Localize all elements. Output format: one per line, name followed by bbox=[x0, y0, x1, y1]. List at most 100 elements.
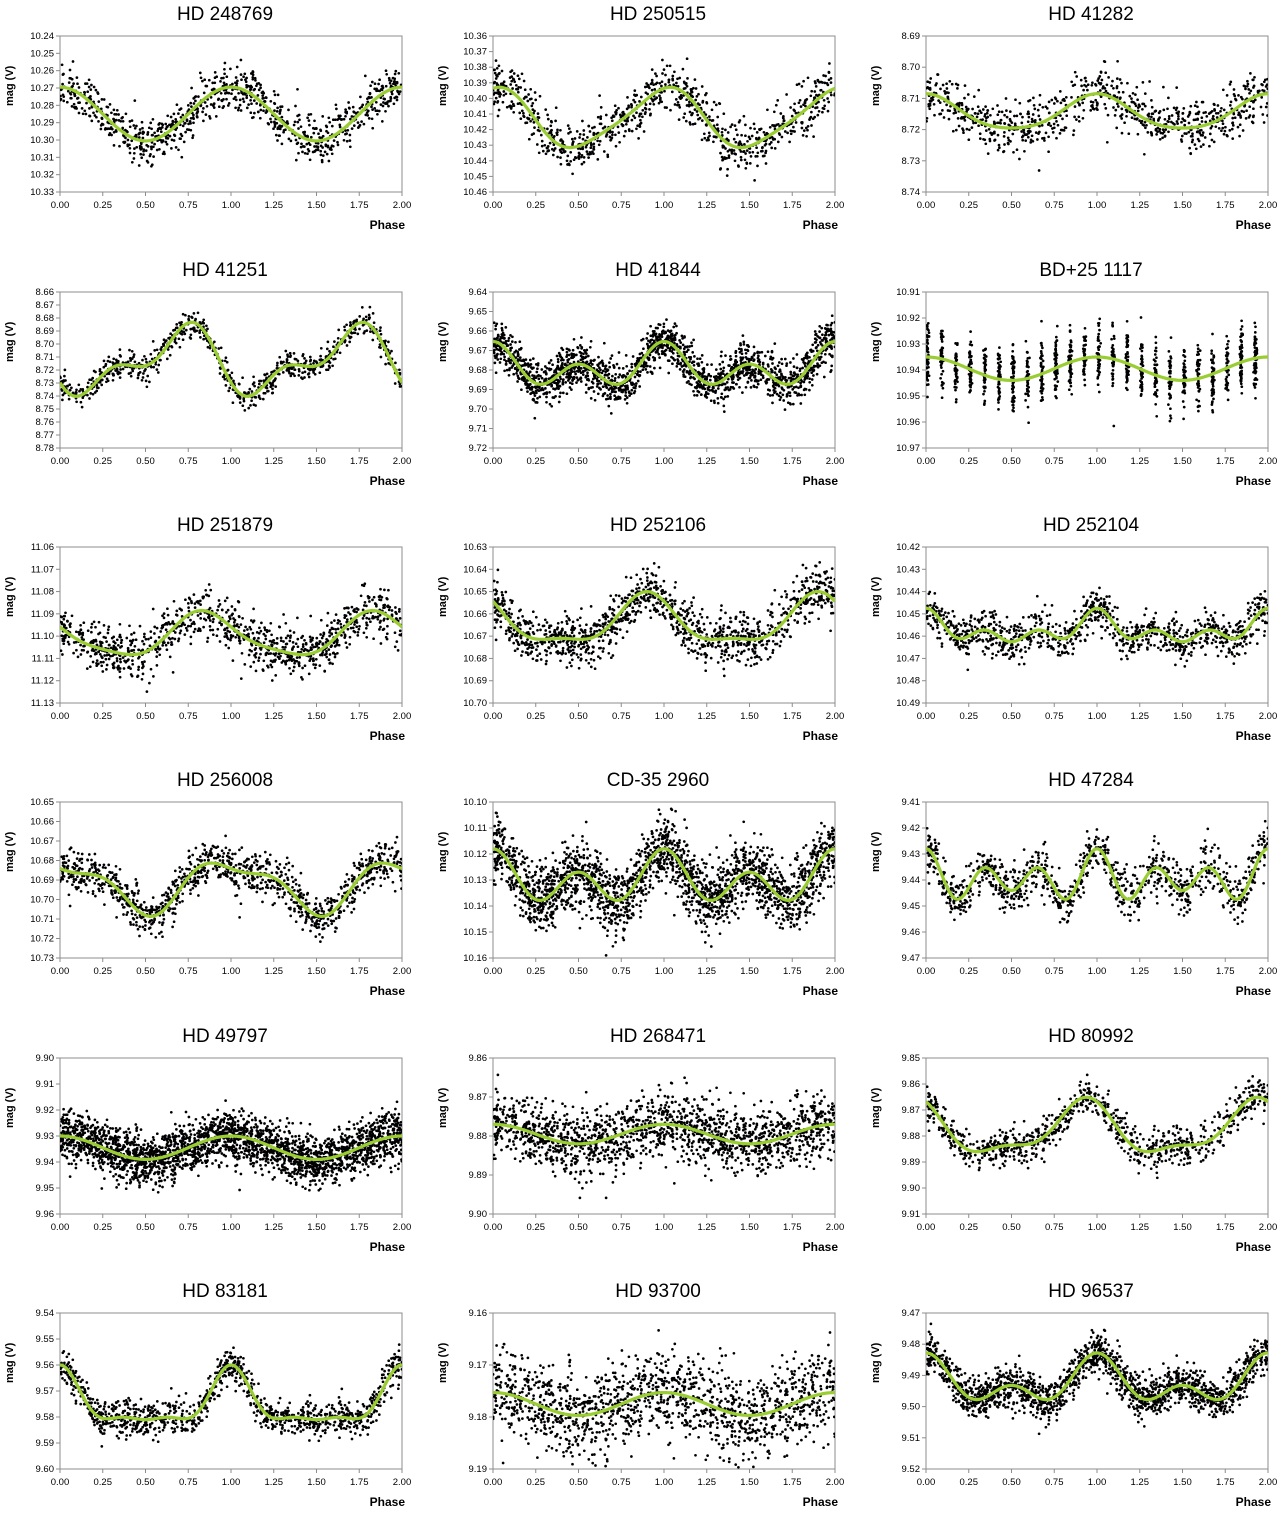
data-point bbox=[963, 97, 966, 100]
data-point bbox=[1188, 147, 1191, 150]
data-point bbox=[68, 77, 71, 80]
data-point bbox=[309, 143, 312, 146]
data-point bbox=[769, 126, 772, 129]
data-point bbox=[576, 376, 579, 379]
data-point bbox=[131, 119, 134, 122]
data-point bbox=[1083, 84, 1086, 87]
data-point bbox=[624, 388, 627, 391]
data-point bbox=[557, 361, 560, 364]
data-point bbox=[767, 393, 770, 396]
data-point bbox=[600, 106, 603, 109]
data-point bbox=[640, 112, 643, 115]
data-point bbox=[1204, 136, 1207, 139]
data-point bbox=[696, 357, 699, 360]
data-point bbox=[151, 163, 154, 166]
data-point bbox=[815, 85, 818, 88]
data-point bbox=[596, 139, 599, 142]
data-point bbox=[1005, 109, 1008, 112]
data-point bbox=[328, 365, 331, 368]
data-point bbox=[992, 132, 995, 135]
x-tick-label: 2.00 bbox=[393, 456, 412, 467]
data-point bbox=[599, 122, 602, 125]
data-point bbox=[1119, 97, 1122, 100]
data-point bbox=[675, 98, 678, 101]
data-point bbox=[75, 388, 78, 391]
data-point bbox=[1223, 133, 1226, 136]
data-point bbox=[1044, 105, 1047, 108]
data-point bbox=[996, 121, 999, 124]
data-point bbox=[1075, 75, 1078, 78]
data-point bbox=[561, 363, 564, 366]
data-point bbox=[369, 84, 372, 87]
data-point bbox=[378, 90, 381, 93]
data-point bbox=[320, 145, 323, 148]
data-point bbox=[91, 377, 94, 380]
data-point bbox=[394, 382, 397, 385]
data-point bbox=[371, 127, 374, 130]
data-point bbox=[795, 121, 798, 124]
data-point bbox=[281, 362, 284, 365]
data-point bbox=[581, 120, 584, 123]
data-point bbox=[236, 80, 239, 83]
data-point bbox=[149, 122, 152, 125]
data-point bbox=[398, 368, 401, 371]
data-point bbox=[70, 386, 73, 389]
data-point bbox=[214, 71, 217, 74]
data-point bbox=[1253, 76, 1256, 79]
data-point bbox=[527, 93, 530, 96]
data-point bbox=[772, 357, 775, 360]
data-point bbox=[972, 122, 975, 125]
data-point bbox=[205, 113, 208, 116]
data-point bbox=[113, 118, 116, 121]
data-point bbox=[811, 378, 814, 381]
data-point bbox=[1011, 133, 1014, 136]
data-point bbox=[696, 114, 699, 117]
data-point bbox=[499, 357, 502, 360]
y-tick-label: 10.25 bbox=[30, 48, 54, 59]
data-point bbox=[1100, 71, 1103, 74]
data-point bbox=[989, 140, 992, 143]
data-point bbox=[693, 355, 696, 358]
data-point bbox=[562, 381, 565, 384]
y-tick-label: 8.73 bbox=[902, 156, 921, 167]
data-point bbox=[496, 344, 499, 347]
data-point bbox=[144, 368, 147, 371]
data-point bbox=[1072, 134, 1075, 137]
data-point bbox=[789, 106, 792, 109]
data-point bbox=[304, 362, 307, 365]
chart-canvas: 9.649.659.669.679.689.699.709.719.720.00… bbox=[433, 256, 861, 512]
data-point bbox=[1103, 60, 1106, 63]
data-point bbox=[319, 129, 322, 132]
data-point bbox=[236, 66, 239, 69]
data-point bbox=[1244, 85, 1247, 88]
data-point bbox=[1233, 88, 1236, 91]
data-point bbox=[251, 390, 254, 393]
data-point bbox=[580, 352, 583, 355]
data-point bbox=[1099, 89, 1102, 92]
data-point bbox=[937, 73, 940, 76]
data-point bbox=[585, 349, 588, 352]
data-point bbox=[729, 355, 732, 358]
data-point bbox=[241, 376, 244, 379]
data-point bbox=[785, 93, 788, 96]
data-point bbox=[721, 159, 724, 162]
data-point bbox=[802, 80, 805, 83]
data-point bbox=[676, 358, 679, 361]
data-point bbox=[182, 330, 185, 333]
data-point bbox=[325, 124, 328, 127]
data-point bbox=[364, 75, 367, 78]
data-point bbox=[1212, 115, 1215, 118]
data-point bbox=[744, 124, 747, 127]
data-point bbox=[365, 315, 368, 318]
data-point bbox=[571, 138, 574, 141]
data-point bbox=[309, 158, 312, 161]
data-point bbox=[756, 165, 759, 168]
data-point bbox=[720, 392, 723, 395]
data-point bbox=[537, 129, 540, 132]
data-point bbox=[364, 114, 367, 117]
data-point bbox=[189, 336, 192, 339]
data-point bbox=[580, 346, 583, 349]
data-point bbox=[1043, 137, 1046, 140]
data-point bbox=[509, 334, 512, 337]
data-point bbox=[1257, 91, 1260, 94]
